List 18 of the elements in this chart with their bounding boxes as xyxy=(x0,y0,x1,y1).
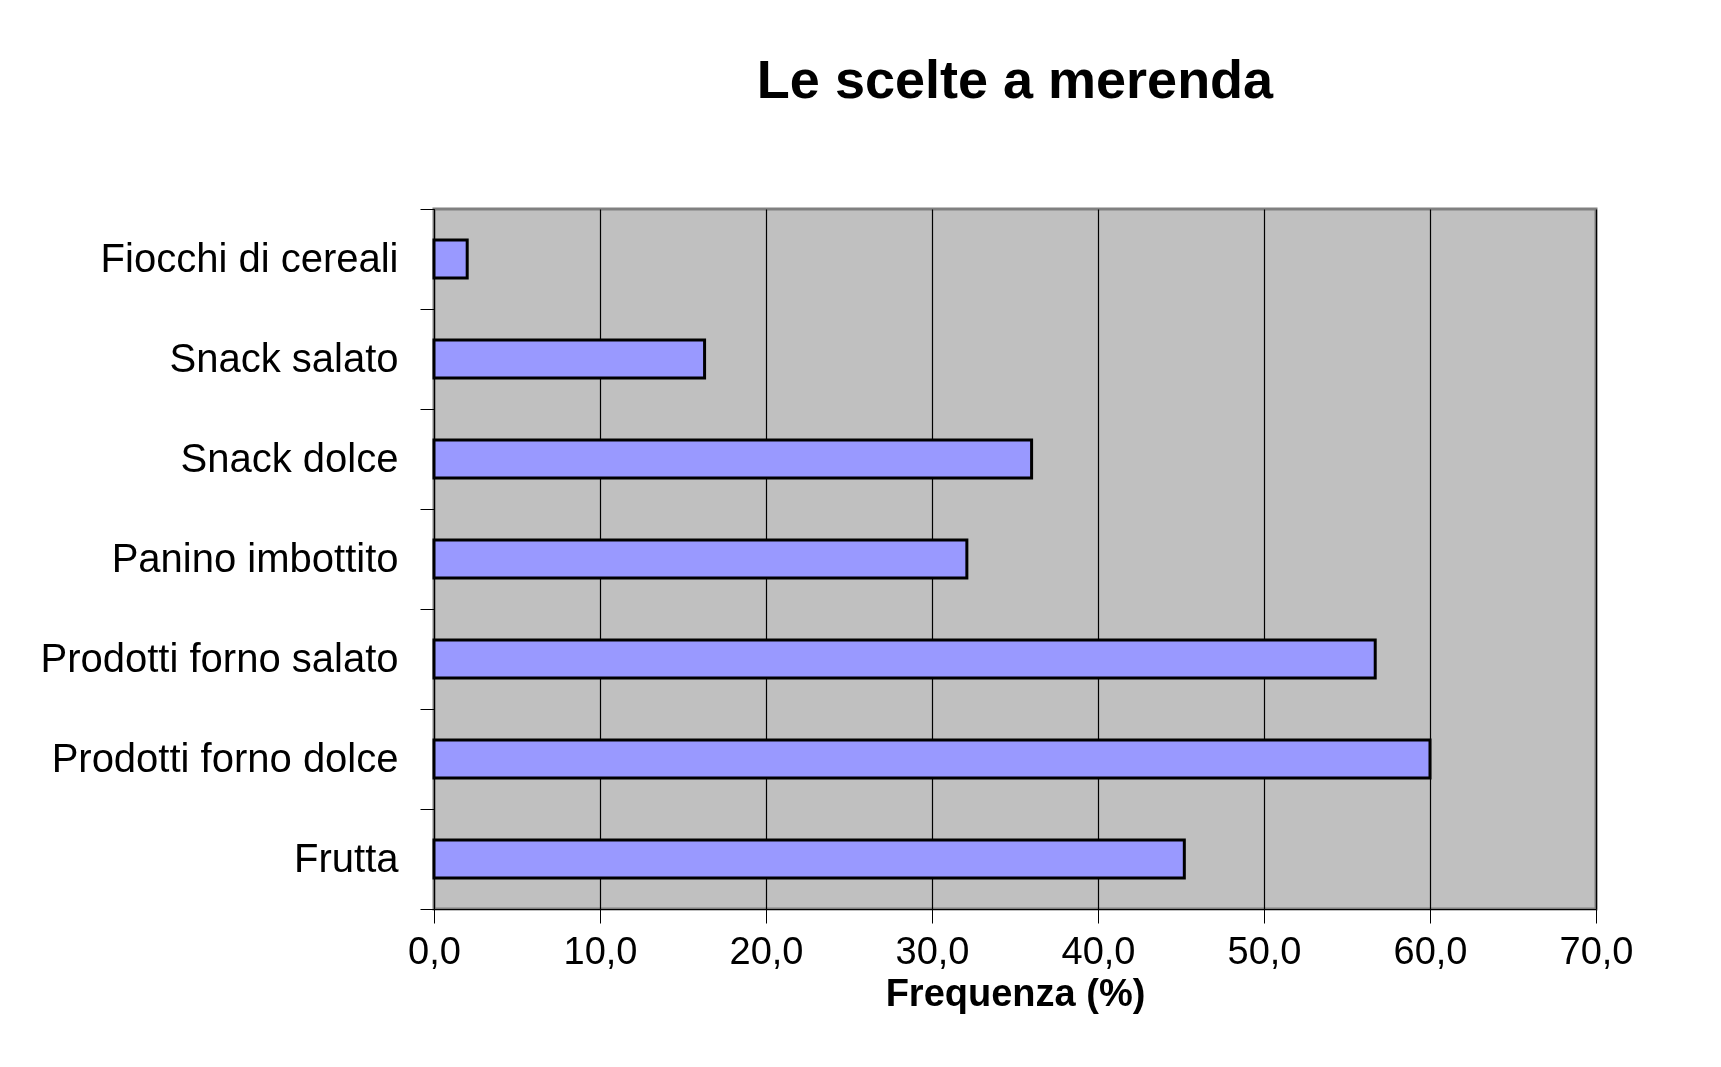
y-tick-label: Frutta xyxy=(294,835,400,880)
y-tick-label: Panino imbottito xyxy=(111,535,399,580)
y-tick-label: Fiocchi di cereali xyxy=(100,235,399,280)
x-axis-title: Frequenza (%) xyxy=(885,971,1146,1014)
x-tick-label: 60,0 xyxy=(1393,929,1468,972)
x-tick-label: 0,0 xyxy=(408,929,461,972)
x-tick-label: 20,0 xyxy=(729,929,804,972)
x-tick-label: 30,0 xyxy=(895,929,970,972)
y-tick-label: Prodotti forno dolce xyxy=(51,735,399,780)
x-tick-label: 40,0 xyxy=(1061,929,1136,972)
bar xyxy=(432,238,469,280)
x-tick-label: 50,0 xyxy=(1227,929,1302,972)
x-tick-label: 70,0 xyxy=(1559,929,1634,972)
y-tick-label: Snack dolce xyxy=(180,435,399,480)
y-tick-label: Snack salato xyxy=(169,335,399,380)
chart-title: Le scelte a merenda xyxy=(756,49,1275,109)
y-tick-label: Prodotti forno salato xyxy=(40,635,399,680)
x-tick-label: 10,0 xyxy=(563,929,638,972)
